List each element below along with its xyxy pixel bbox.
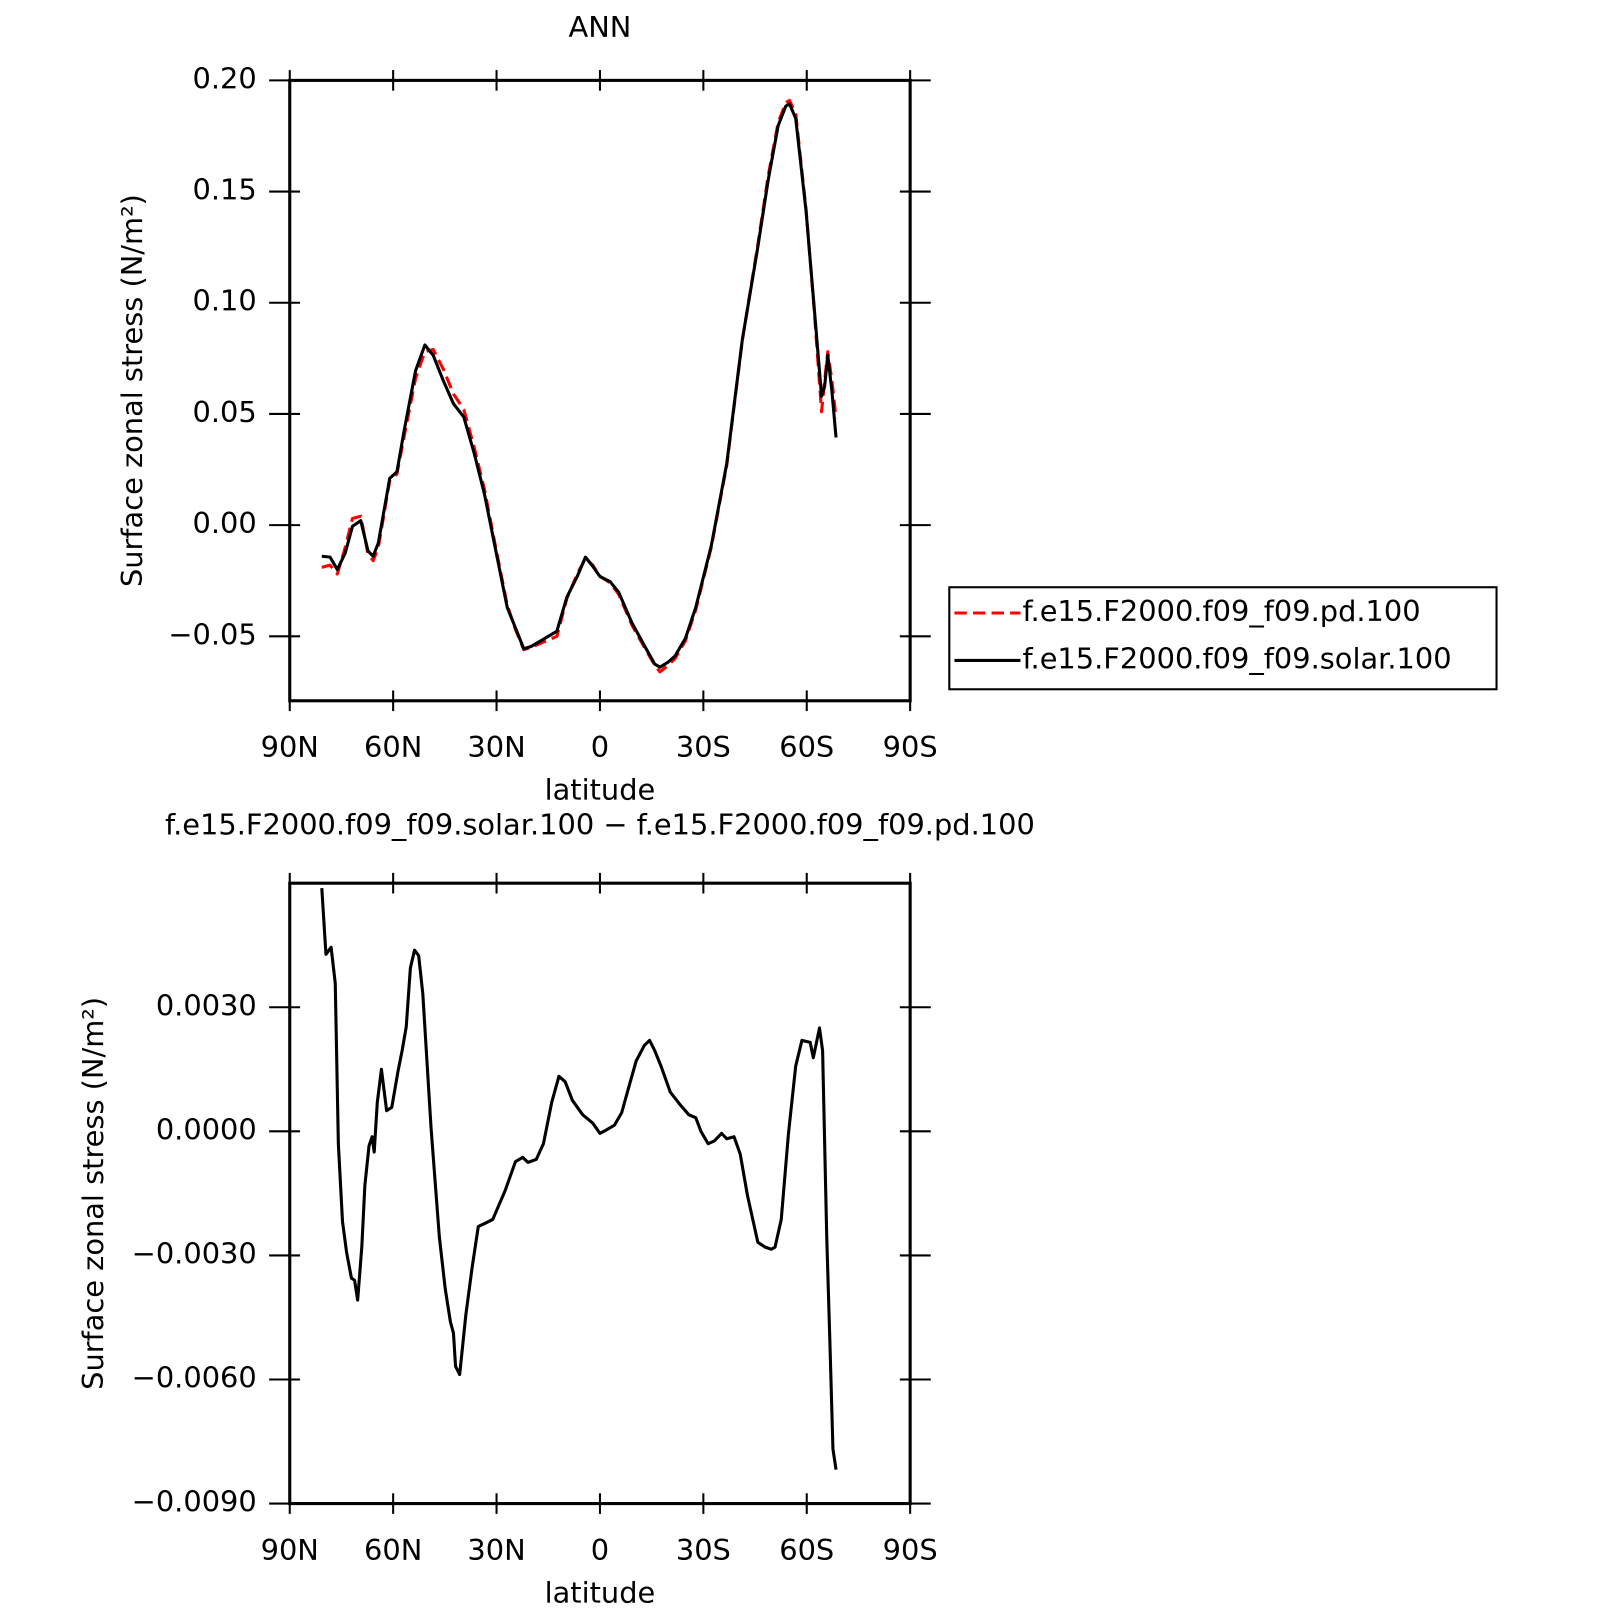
data-line [321, 98, 838, 674]
y-tick-label: 0.00 [193, 506, 257, 540]
x-tick-label: 30S [676, 730, 731, 764]
y-tick-label: −0.05 [168, 617, 256, 651]
data-line [320, 888, 838, 1470]
legend-label: f.e15.F2000.f09_f09.pd.100 [1022, 594, 1420, 628]
y-tick-label: −0.0090 [132, 1485, 257, 1519]
y-tick-label: 0.05 [193, 395, 257, 429]
plot-frame [288, 78, 912, 703]
x-tick-label: 30S [676, 1533, 731, 1567]
y-tick-label: −0.0060 [132, 1360, 257, 1394]
x-tick-label: 60S [779, 1533, 834, 1567]
x-axis-label: latitude [545, 772, 656, 806]
x-tick-label: 90N [261, 730, 319, 764]
chart-title: ANN [569, 10, 632, 44]
y-axis-label: Surface zonal stress (N/m²) [76, 997, 110, 1390]
y-axis-label: Surface zonal stress (N/m²) [115, 194, 149, 587]
y-tick-label: 0.15 [193, 173, 257, 207]
plot-frame [288, 881, 912, 1506]
x-tick-label: 90N [261, 1533, 319, 1567]
data-line [321, 102, 838, 669]
y-tick-label: 0.0030 [156, 988, 257, 1022]
x-tick-label: 30N [467, 730, 525, 764]
x-tick-label: 0 [591, 1533, 609, 1567]
x-tick-label: 30N [467, 1533, 525, 1567]
x-tick-label: 0 [591, 730, 609, 764]
y-tick-label: −0.0030 [132, 1236, 257, 1270]
x-tick-label: 90S [883, 1533, 938, 1567]
chart-title: f.e15.F2000.f09_f09.solar.100 − f.e15.F2… [165, 808, 1035, 842]
y-tick-label: 0.10 [193, 284, 257, 318]
legend-box [948, 586, 1498, 691]
x-tick-label: 60S [779, 730, 834, 764]
x-axis-label: latitude [545, 1575, 656, 1609]
x-tick-label: 90S [883, 730, 938, 764]
x-tick-label: 60N [364, 1533, 422, 1567]
x-tick-label: 60N [364, 730, 422, 764]
legend-label: f.e15.F2000.f09_f09.solar.100 [1022, 641, 1451, 675]
y-tick-label: 0.20 [193, 61, 257, 95]
y-tick-label: 0.0000 [156, 1112, 257, 1146]
